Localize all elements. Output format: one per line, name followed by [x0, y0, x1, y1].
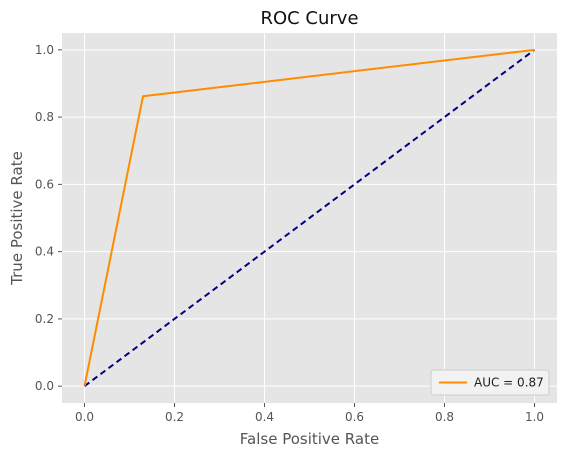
y-tick-label: 0.4 — [35, 245, 54, 259]
x-tick-label: 0.0 — [75, 410, 94, 424]
x-tick-label: 0.6 — [345, 410, 364, 424]
legend: AUC = 0.87 — [430, 369, 550, 396]
y-tick-label: 1.0 — [35, 43, 54, 57]
y-tick-label: 0.8 — [35, 110, 54, 124]
chart-title: ROC Curve — [260, 8, 358, 29]
x-tick-label: 0.4 — [255, 410, 274, 424]
legend-label: AUC = 0.87 — [474, 376, 544, 390]
x-tick-label: 0.2 — [165, 410, 184, 424]
series — [83, 48, 536, 387]
x-tick-label: 1.0 — [525, 410, 544, 424]
y-tick-label: 0.0 — [35, 379, 54, 393]
roc-curve-line — [83, 48, 535, 387]
y-axis-label: True Positive Rate — [8, 151, 26, 286]
y-tick-label: 0.2 — [35, 312, 54, 326]
legend-box — [430, 369, 550, 396]
x-tick-label: 0.8 — [435, 410, 454, 424]
baseline-diagonal-line — [83, 49, 536, 387]
grid — [62, 33, 557, 403]
x-axis-label: False Positive Rate — [240, 430, 379, 448]
y-tick-label: 0.6 — [35, 177, 54, 191]
ticks: 0.0 0.2 0.4 0.6 0.8 1.0 0.0 0.2 0.4 0.6 0.8 1.0 — [35, 43, 544, 424]
